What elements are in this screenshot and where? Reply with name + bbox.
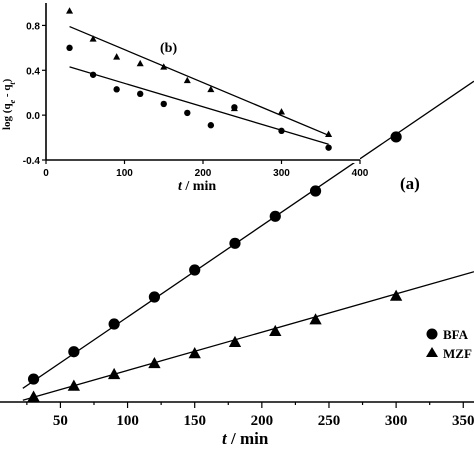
inset-data-points: [66, 7, 333, 151]
inset-y-label-mid: - q: [1, 84, 13, 100]
legend-label-bfa: BFA: [443, 327, 469, 342]
main-point-bfa: [229, 237, 241, 249]
inset-y-label-prefix: log (q: [1, 103, 13, 130]
inset-x-tick-label: 200: [195, 168, 212, 179]
inset-x-axis-label: t / min: [178, 179, 216, 194]
legend-marker-bfa: [426, 328, 438, 340]
inset-point-mzf: [325, 130, 333, 137]
main-point-bfa: [68, 346, 80, 358]
main-point-bfa: [309, 185, 322, 197]
inset-point-mzf: [183, 76, 191, 84]
main-x-axis-label: t / min: [222, 429, 269, 448]
main-point-bfa: [27, 373, 40, 385]
inset-point-bfa: [160, 100, 167, 108]
main-point-mzf: [389, 289, 403, 301]
main-point-mzf: [27, 390, 40, 402]
inset-point-bfa: [113, 86, 120, 93]
inset-panel-label: (b): [160, 41, 177, 56]
inset-fit-line-bfa: [69, 66, 329, 145]
inset-point-mzf: [66, 7, 74, 14]
inset-ticks: 0 100 200 300 400 -0.4 0.0 0.4 0.8: [23, 21, 369, 179]
inset-point-bfa: [278, 127, 285, 135]
main-x-axis-label-var: t: [222, 429, 228, 448]
inset-y-tick-label: 0.8: [26, 21, 40, 32]
main-point-mzf: [67, 379, 81, 391]
inset-point-bfa: [89, 71, 97, 78]
inset-point-bfa: [207, 122, 215, 129]
inset-fit-line-mzf: [69, 25, 329, 136]
main-x-tick-label: 100: [116, 413, 139, 429]
main-point-bfa: [108, 318, 120, 330]
inset-point-mzf: [277, 108, 286, 115]
main-fit-line-mzf: [22, 271, 474, 401]
inset-point-mzf: [113, 53, 121, 60]
inset-point-mzf: [207, 85, 215, 93]
inset-point-bfa: [66, 44, 73, 52]
main-x-tick-label: 250: [318, 413, 341, 429]
inset-point-bfa: [137, 90, 144, 98]
main-point-mzf: [269, 324, 282, 336]
main-panel-label: (a): [400, 174, 420, 193]
inset-point-bfa: [184, 109, 191, 117]
main-x-tick-label: 300: [385, 413, 408, 429]
inset-y-label-sub-t: t: [8, 82, 17, 85]
main-point-bfa: [390, 131, 402, 143]
legend-label-mzf: MZF: [443, 346, 472, 361]
main-plot: 50 100 150 200 250 300 350 (a) t / min BFA MZF: [0, 80, 474, 448]
main-x-tick-label: 150: [183, 413, 206, 429]
main-point-mzf: [148, 356, 161, 369]
inset-y-label-suffix: ): [1, 78, 13, 82]
inset-point-mzf: [136, 59, 144, 67]
inset-x-axis-label-var: t: [178, 179, 183, 194]
inset-y-tick-label: 0.4: [26, 66, 40, 77]
main-point-mzf: [107, 367, 121, 380]
inset-point-mzf: [230, 104, 238, 112]
inset-point-mzf: [89, 35, 97, 42]
main-x-tick-label: 200: [251, 413, 274, 429]
inset-x-tick-label: 100: [116, 168, 133, 179]
inset-point-bfa: [325, 144, 332, 151]
inset-plot: 0 100 200 300 400 -0.4 0.0 0.4 0.8 (b) t / min l…: [1, 3, 369, 194]
inset-x-tick-label: 300: [273, 168, 290, 179]
legend-marker-mzf: [426, 347, 438, 357]
main-data-points: [27, 131, 403, 402]
inset-fit-lines: [69, 25, 329, 145]
main-point-mzf: [309, 313, 322, 325]
main-x-ticks: 50 100 150 200 250 300 350: [26, 402, 474, 429]
inset-x-axis-label-unit: / min: [182, 179, 216, 194]
inset-background: [38, 3, 360, 163]
inset-y-label-sub-e: e: [8, 99, 17, 103]
main-legend: BFA MZF: [426, 327, 472, 361]
inset-y-tick-label: 0.0: [26, 111, 40, 122]
main-point-mzf: [188, 347, 201, 359]
inset-x-tick-label: 400: [352, 168, 369, 179]
inset-y-tick-label: -0.4: [23, 156, 41, 167]
inset-y-axis-label: log (qe - qt): [1, 78, 17, 130]
main-x-tick-label: 350: [452, 413, 474, 429]
main-point-bfa: [189, 264, 201, 276]
main-point-bfa: [269, 210, 281, 222]
main-point-mzf: [228, 335, 242, 347]
main-x-axis-label-unit: / min: [227, 429, 269, 448]
inset-x-tick-label: 0: [43, 168, 49, 179]
inset-point-mzf: [160, 63, 168, 70]
main-x-tick-label: 50: [53, 413, 68, 429]
main-point-bfa: [148, 291, 161, 303]
